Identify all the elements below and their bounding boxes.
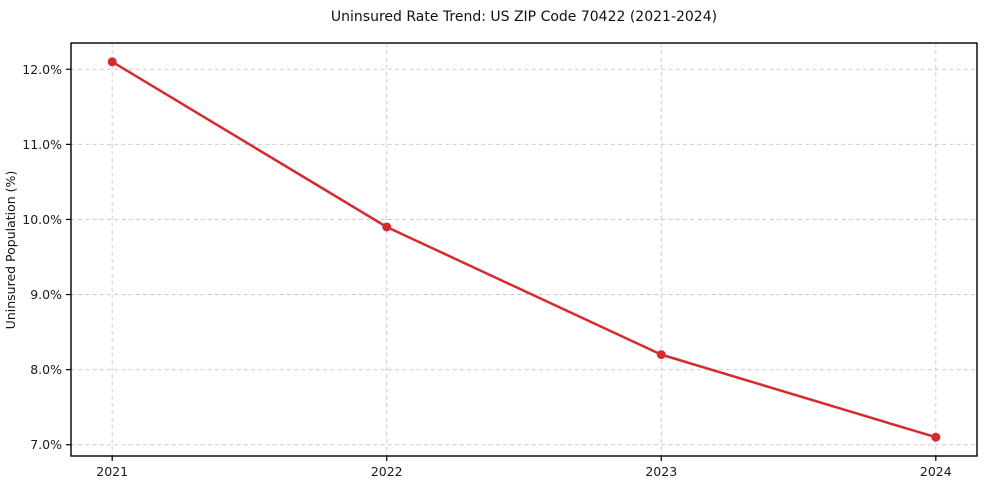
data-series-layer <box>107 57 941 442</box>
y-tick-label: 11.0% <box>22 137 62 152</box>
y-tick-label: 8.0% <box>30 362 62 377</box>
y-axis-label: Uninsured Population (%) <box>3 171 18 330</box>
axes-layer: 7.0% 8.0% 9.0% 10.0% 11.0% 12.0% 2021 2022 2023 2… <box>22 42 978 479</box>
y-tick-label: 9.0% <box>30 287 62 302</box>
x-tick-label: 2021 <box>96 464 128 479</box>
chart-title: Uninsured Rate Trend: US ZIP Code 70422 … <box>331 9 717 25</box>
plot-border <box>70 42 978 457</box>
data-point-marker <box>382 222 392 232</box>
data-point-marker <box>931 432 941 442</box>
trend-line <box>110 60 938 439</box>
y-tick-label: 7.0% <box>30 437 62 452</box>
grid-layer <box>71 43 977 456</box>
x-tick-label: 2022 <box>371 464 403 479</box>
y-tick-label: 10.0% <box>22 212 62 227</box>
x-tick-label: 2023 <box>645 464 677 479</box>
y-tick-label: 12.0% <box>22 62 62 77</box>
x-tick-label: 2024 <box>920 464 952 479</box>
data-point-marker <box>656 350 666 360</box>
data-point-marker <box>107 57 117 67</box>
